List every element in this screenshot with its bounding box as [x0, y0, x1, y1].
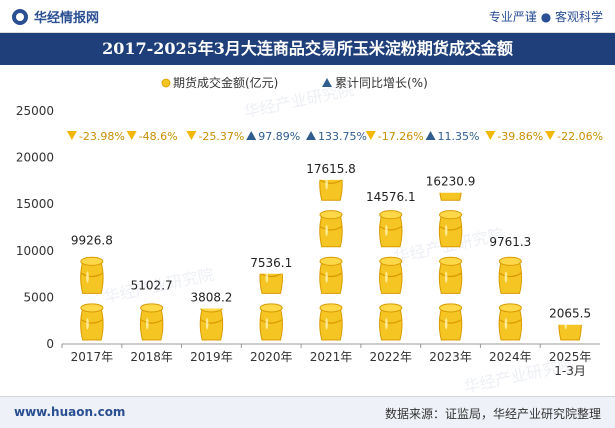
growth-label: -17.26%: [378, 130, 424, 143]
growth-marker: -48.6%: [126, 130, 178, 143]
legend-label-amount: 期货成交金额(亿元): [173, 75, 278, 90]
bar-pot-stack: [379, 210, 403, 341]
y-tick-label: 15000: [16, 197, 54, 211]
brand: 华经情报网: [12, 7, 99, 26]
bar-value-label: 3808.2: [190, 291, 232, 305]
x-tick-label: 2017年: [71, 350, 114, 364]
bar-pot-stack: [319, 179, 343, 341]
growth-label: 97.89%: [258, 130, 300, 143]
brand-name: 华经情报网: [34, 11, 100, 26]
chart-svg: 华经产业研究院华经产业研究院华经产业研究院华经产业研究院 期货成交金额(亿元)累…: [16, 75, 603, 396]
legend-triangle-icon: [322, 78, 332, 87]
bar-value-label: 7536.1: [250, 256, 292, 270]
footer-url: www.huaon.com: [14, 405, 126, 419]
footer: www.huaon.com 数据来源：证监局，华经产业研究院整理: [0, 396, 615, 428]
brand-logo-icon: [12, 8, 28, 25]
growth-marker: -25.37%: [186, 130, 244, 143]
legend-pot-icon: [161, 78, 171, 88]
x-tick-label: 2022年: [370, 350, 413, 364]
bar-pot-stack: [80, 256, 104, 341]
bar-value-label: 17615.8: [306, 162, 356, 176]
y-tick-label: 20000: [16, 151, 54, 165]
growth-label: -23.98%: [79, 130, 125, 143]
bar-pot-stack: [558, 324, 582, 341]
bar-pot-stack: [259, 273, 283, 341]
growth-label: -48.6%: [139, 130, 178, 143]
x-tick-label: 2025年 1-3月: [549, 350, 592, 378]
bar-value-label: 14576.1: [366, 190, 416, 204]
bar-value-label: 9761.3: [489, 235, 531, 249]
bar-value-label: 16230.9: [426, 175, 476, 189]
top-bar: 华经情报网 专业严谨 ● 客观科学: [0, 0, 615, 33]
growth-marker: -22.06%: [545, 130, 603, 143]
bar-pot-stack: [199, 308, 224, 341]
bar-value-label: 5102.7: [131, 278, 173, 292]
x-tick-label: 2018年: [130, 350, 173, 364]
x-tick-label: 2021年: [310, 350, 353, 364]
growth-marker: -23.98%: [66, 130, 125, 143]
growth-marker: 11.35%: [425, 130, 480, 143]
x-tick-label: 2019年: [190, 350, 233, 364]
x-tick-label: 2020年: [250, 350, 293, 364]
bar-value-label: 2065.5: [549, 307, 591, 321]
growth-label: -25.37%: [198, 130, 244, 143]
bar-pot-stack: [498, 256, 523, 341]
legend-label-growth: 累计同比增长(%): [335, 76, 428, 90]
growth-label: -39.86%: [497, 130, 543, 143]
slogan: 专业严谨 ● 客观科学: [488, 10, 603, 24]
growth-label: -22.06%: [557, 130, 603, 143]
growth-label: 133.75%: [318, 130, 367, 143]
x-tick-label: 2024年: [489, 350, 532, 364]
chart-title: 2017-2025年3月大连商品交易所玉米淀粉期货成交金额: [0, 33, 615, 65]
growth-marker: 133.75%: [306, 130, 367, 143]
y-tick-label: 25000: [16, 104, 54, 118]
bar-pot-stack: [139, 303, 164, 341]
growth-marker: 97.89%: [246, 130, 300, 143]
footer-source: 数据来源：证监局，华经产业研究院整理: [384, 407, 601, 421]
growth-marker: -39.86%: [485, 130, 543, 143]
y-tick-label: 5000: [23, 290, 54, 304]
x-tick-label: 2023年: [429, 350, 472, 364]
growth-label: 11.35%: [438, 130, 480, 143]
bar-value-label: 9926.8: [71, 233, 113, 247]
growth-marker: -17.26%: [365, 130, 424, 143]
bar-pot-stack: [438, 192, 463, 341]
y-tick-label: 0: [46, 337, 54, 351]
y-tick-label: 10000: [16, 244, 54, 258]
